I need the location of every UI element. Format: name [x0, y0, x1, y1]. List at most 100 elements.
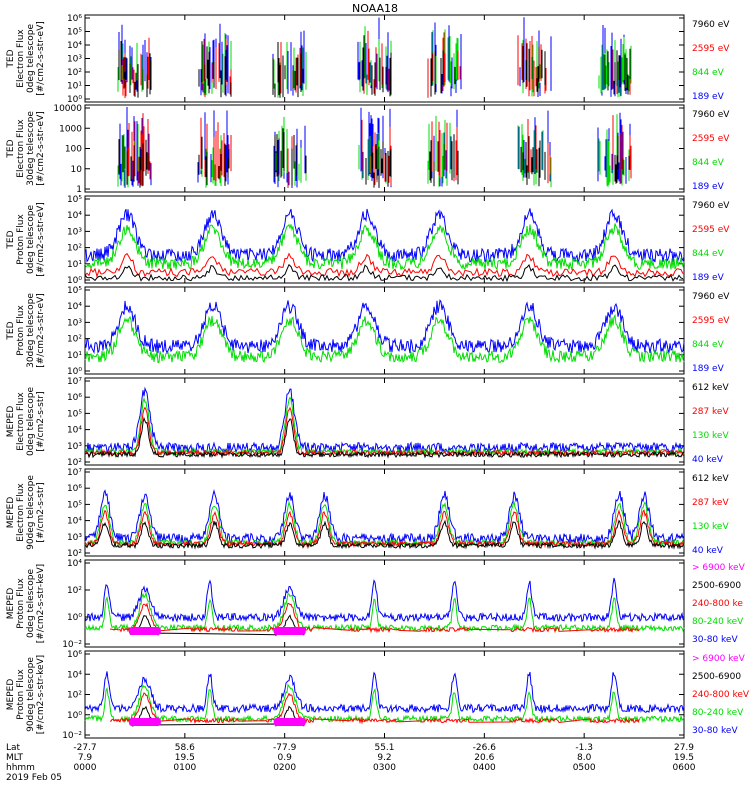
- legend-entry: 40 keV: [692, 455, 724, 465]
- y-axis-label: MEPEDElectron Flux0deg telescope[#/cm2-s…: [6, 387, 46, 457]
- y-tick-label: 10⁶: [67, 484, 82, 494]
- trace-gt6900kev: [128, 718, 161, 726]
- legend-entry: 189 eV: [692, 273, 725, 283]
- trace-30-80kev: [84, 577, 685, 623]
- y-tick-label: 10⁶: [67, 393, 82, 403]
- y-tick-label: 10⁵: [67, 195, 82, 205]
- x-tick-lat: -1.3: [575, 743, 593, 753]
- legend-entry: 240-800 ke: [692, 599, 743, 609]
- y-tick-label: 10: [71, 165, 83, 175]
- y-tick-label: 10²: [67, 335, 82, 345]
- legend-entry: 2595 eV: [692, 134, 730, 144]
- y-tick-label: 10²: [67, 244, 82, 254]
- chart-title: NOAA18: [352, 2, 398, 15]
- trace-7960ev: [84, 263, 684, 283]
- x-tick-lat: 55.1: [374, 743, 394, 753]
- legend-entry: 612 keV: [692, 474, 729, 484]
- y-tick-label: 10²: [67, 549, 82, 559]
- x-row-label: 2019 Feb 05: [6, 773, 62, 783]
- legend-entry: 2595 eV: [692, 225, 730, 235]
- y-tick-label: 10²: [67, 458, 82, 468]
- legend-entry: 80-240 keV: [692, 708, 744, 718]
- x-tick-mlt: 8.0: [577, 753, 592, 763]
- panel-1: 10⁶ 10⁵ 10⁴ 10³ 10² 10¹ 10⁰ TEDElectron Flux0de…: [6, 14, 730, 105]
- y-tick-label: 10⁴: [67, 41, 82, 51]
- y-tick-label: 10²: [67, 586, 82, 596]
- y-tick-label: 10⁷: [67, 377, 82, 387]
- legend-entry: 240-800 keV: [692, 690, 750, 700]
- trace-2595ev: [84, 252, 684, 279]
- y-tick-label: 10⁴: [67, 302, 82, 312]
- legend-entry: 40 keV: [692, 546, 724, 556]
- panels-group: 10⁶ 10⁵ 10⁴ 10³ 10² 10¹ 10⁰ TEDElectron Flux0de…: [6, 14, 750, 741]
- y-tick-label: 10⁶: [67, 14, 82, 24]
- trace-612kev: [84, 416, 685, 459]
- y-tick-label: 10⁰: [67, 711, 82, 721]
- trace-7960ev: [118, 35, 631, 98]
- y-tick-label: 10⁻²: [62, 731, 82, 741]
- legend-entry: 189 eV: [692, 92, 725, 102]
- y-tick-label: 10⁴: [67, 670, 82, 680]
- x-tick-hhmm: 0500: [573, 763, 596, 773]
- legend-entry: 130 keV: [692, 522, 729, 532]
- trace-240-800kev: [109, 602, 640, 634]
- legend-entry: 2500-6900: [692, 581, 741, 591]
- y-axis-label: MEPEDProton Flux90deg telescope[#/cm2-s-…: [6, 655, 46, 734]
- x-tick-lat: 58.6: [175, 743, 195, 753]
- y-tick-label: 10⁵: [67, 28, 82, 38]
- trace-189ev: [84, 299, 685, 355]
- trace-612kev: [84, 519, 685, 550]
- trace-30-80kev: [84, 671, 685, 715]
- plot-frame: [84, 14, 685, 103]
- legend-entry: 7960 eV: [692, 20, 730, 30]
- legend-entry: 844 eV: [692, 249, 725, 259]
- y-tick-label: 1000: [59, 124, 82, 134]
- panel-3: 10⁵ 10⁴ 10³ 10² 10¹ 10⁰ TEDProton Flux0deg tel…: [6, 195, 730, 286]
- y-tick-label: 10⁰: [67, 276, 82, 286]
- y-tick-label: 10²: [67, 691, 82, 701]
- legend-entry: 2595 eV: [692, 44, 730, 54]
- y-tick-label: 10⁰: [67, 613, 82, 623]
- y-tick-label: 10000: [53, 104, 82, 114]
- legend-entry: 7960 eV: [692, 110, 730, 120]
- y-tick-label: 10³: [67, 442, 82, 452]
- trace-2500-6900kev: [129, 705, 305, 727]
- panel-6: 10⁷ 10⁶ 10⁵ 10⁴ 10³ 10² MEPEDElectron Flux90de…: [6, 468, 729, 559]
- trace-844ev: [84, 313, 685, 364]
- x-tick-hhmm: 0200: [273, 763, 296, 773]
- trace-80-240kev: [84, 683, 685, 724]
- y-tick-label: 10⁴: [67, 517, 82, 527]
- legend-entry: 287 keV: [692, 407, 729, 417]
- legend-entry: 844 eV: [692, 340, 725, 350]
- y-tick-label: 10⁵: [67, 500, 82, 510]
- legend-entry: 80-240 keV: [692, 617, 744, 627]
- x-tick-lat: -26.6: [473, 743, 497, 753]
- legend-entry: 30-80 keV: [692, 726, 738, 736]
- x-tick-hhmm: 0000: [74, 763, 97, 773]
- y-tick-label: 10¹: [67, 260, 82, 270]
- trace-80-240kev: [84, 591, 685, 633]
- legend-entry: 612 keV: [692, 383, 729, 393]
- y-tick-label: 1: [76, 185, 82, 195]
- y-axis-label: MEPEDElectron Flux90deg telescope[#/cm2-…: [6, 475, 46, 550]
- x-tick-hhmm: 0300: [373, 763, 396, 773]
- y-tick-label: 10⁴: [67, 211, 82, 221]
- x-tick-lat: -77.9: [273, 743, 297, 753]
- trace-gt6900kev: [273, 718, 306, 726]
- legend-entry: 7960 eV: [692, 201, 730, 211]
- y-tick-label: 10⁴: [67, 559, 82, 569]
- legend-entry: 844 eV: [692, 158, 725, 168]
- y-axis-label: TEDElectron Flux0deg telescope[#/cm2-s-s…: [6, 21, 46, 96]
- y-tick-label: 10⁰: [67, 367, 82, 377]
- trace-7960ev: [118, 128, 630, 188]
- y-tick-label: 10⁴: [67, 426, 82, 436]
- y-tick-label: 10⁵: [67, 409, 82, 419]
- x-tick-hhmm: 0400: [473, 763, 496, 773]
- x-tick-lat: 27.9: [674, 743, 694, 753]
- y-tick-label: 10²: [67, 68, 82, 78]
- panel-8: 10⁶ 10⁴ 10² 10⁰ 10⁻² MEPEDProton Flux90deg te…: [6, 650, 750, 741]
- x-tick-hhmm: 0600: [673, 763, 696, 773]
- panel-5: 10⁷ 10⁶ 10⁵ 10⁴ 10³ 10² MEPEDElectron Flux0deg…: [6, 377, 729, 468]
- y-tick-label: 10⁷: [67, 468, 82, 478]
- legend-entry: > 6900 keV: [692, 563, 746, 573]
